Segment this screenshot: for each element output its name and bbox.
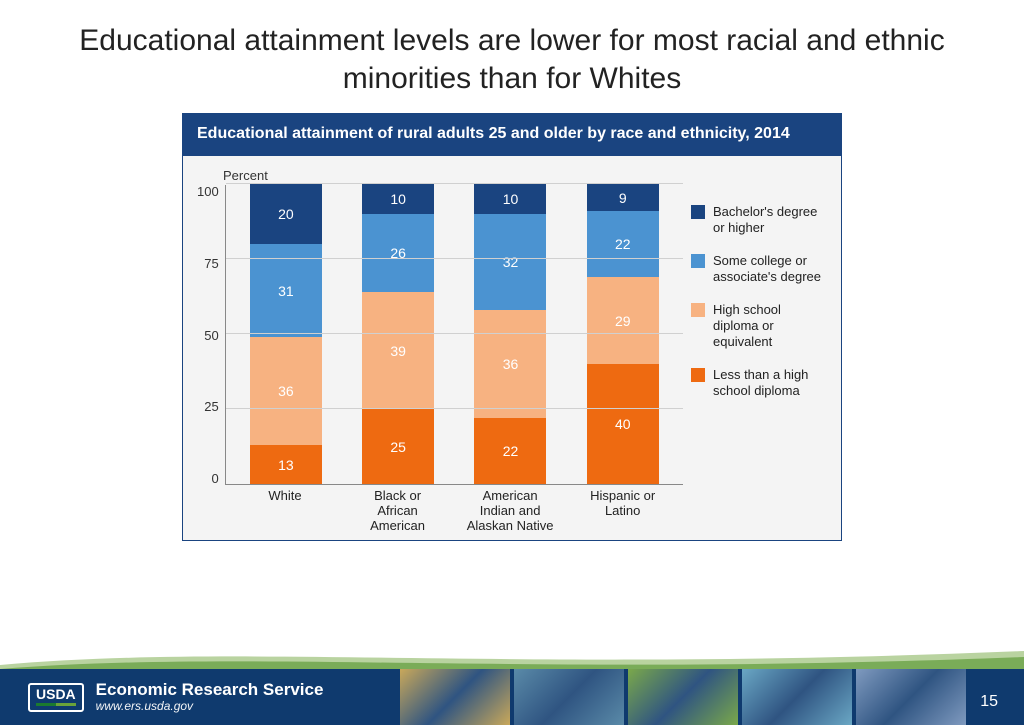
legend-item: High school diploma or equivalent <box>691 302 827 349</box>
gridline <box>226 333 683 334</box>
bar-segment: 29 <box>587 277 659 364</box>
footer-bar: USDA Economic Research Service www.ers.u… <box>0 669 1024 725</box>
bar-segment: 13 <box>250 445 322 484</box>
y-axis: 100 75 50 25 0 <box>197 185 225 485</box>
x-label: American Indian and Alaskan Native <box>465 489 555 534</box>
footer-photo <box>514 669 624 725</box>
bar-segment: 10 <box>474 184 546 214</box>
plot-area: 1336312025392610223632104029229 <box>225 185 683 485</box>
legend-label: Some college or associate's degree <box>713 253 827 284</box>
bar-segment: 39 <box>362 292 434 409</box>
bar-segment: 9 <box>587 184 659 211</box>
chart-card: Educational attainment of rural adults 2… <box>182 113 842 541</box>
legend-item: Some college or associate's degree <box>691 253 827 284</box>
legend-label: High school diploma or equivalent <box>713 302 827 349</box>
usda-logo: USDA <box>28 683 84 712</box>
bar-segment: 36 <box>474 310 546 418</box>
bar-segment: 25 <box>362 409 434 484</box>
y-tick: 0 <box>211 472 218 485</box>
footer-wave <box>0 647 1024 671</box>
x-axis-labels: White Black or African American American I… <box>225 485 683 534</box>
bar-segment: 22 <box>474 418 546 484</box>
legend-swatch <box>691 303 705 317</box>
legend-swatch <box>691 205 705 219</box>
y-tick: 75 <box>204 257 218 270</box>
bar-segment: 10 <box>362 184 434 214</box>
bar-segment: 26 <box>362 214 434 292</box>
footer-photo <box>628 669 738 725</box>
legend-label: Bachelor's degree or higher <box>713 204 827 235</box>
bar: 13363120 <box>250 184 322 484</box>
gridline <box>226 408 683 409</box>
bar-segment: 36 <box>250 337 322 445</box>
bar: 25392610 <box>362 184 434 484</box>
x-label: Black or African American <box>353 489 443 534</box>
bar-segment: 40 <box>587 364 659 484</box>
footer-photo <box>400 669 510 725</box>
y-tick: 25 <box>204 400 218 413</box>
page-number: 15 <box>980 693 998 711</box>
footer: USDA Economic Research Service www.ers.u… <box>0 647 1024 725</box>
x-label: Hispanic or Latino <box>578 489 668 534</box>
legend-label: Less than a high school diploma <box>713 367 827 398</box>
legend: Bachelor's degree or higher Some college … <box>683 164 833 534</box>
slide-title: Educational attainment levels are lower … <box>0 0 1024 107</box>
bar: 4029229 <box>587 184 659 484</box>
bar-segment: 22 <box>587 211 659 277</box>
footer-org: Economic Research Service <box>96 681 324 700</box>
gridline <box>226 258 683 259</box>
bar-segment: 20 <box>250 184 322 244</box>
y-tick: 50 <box>204 329 218 342</box>
legend-swatch <box>691 368 705 382</box>
legend-item: Bachelor's degree or higher <box>691 204 827 235</box>
bar: 22363210 <box>474 184 546 484</box>
gridline <box>226 183 683 184</box>
footer-photo <box>742 669 852 725</box>
footer-url: www.ers.usda.gov <box>96 700 324 713</box>
legend-swatch <box>691 254 705 268</box>
legend-item: Less than a high school diploma <box>691 367 827 398</box>
chart-header: Educational attainment of rural adults 2… <box>183 114 841 156</box>
x-label: White <box>240 489 330 534</box>
bar-segment: 32 <box>474 214 546 310</box>
footer-photo <box>856 669 966 725</box>
footer-photo-strip <box>400 669 966 725</box>
usda-logo-text: USDA <box>36 686 76 702</box>
y-tick: 100 <box>197 185 219 198</box>
footer-org-block: Economic Research Service www.ers.usda.g… <box>96 681 324 713</box>
bars-row: 1336312025392610223632104029229 <box>226 185 683 484</box>
chart-body: Percent 1007550250 133631202539261022363… <box>183 156 841 540</box>
